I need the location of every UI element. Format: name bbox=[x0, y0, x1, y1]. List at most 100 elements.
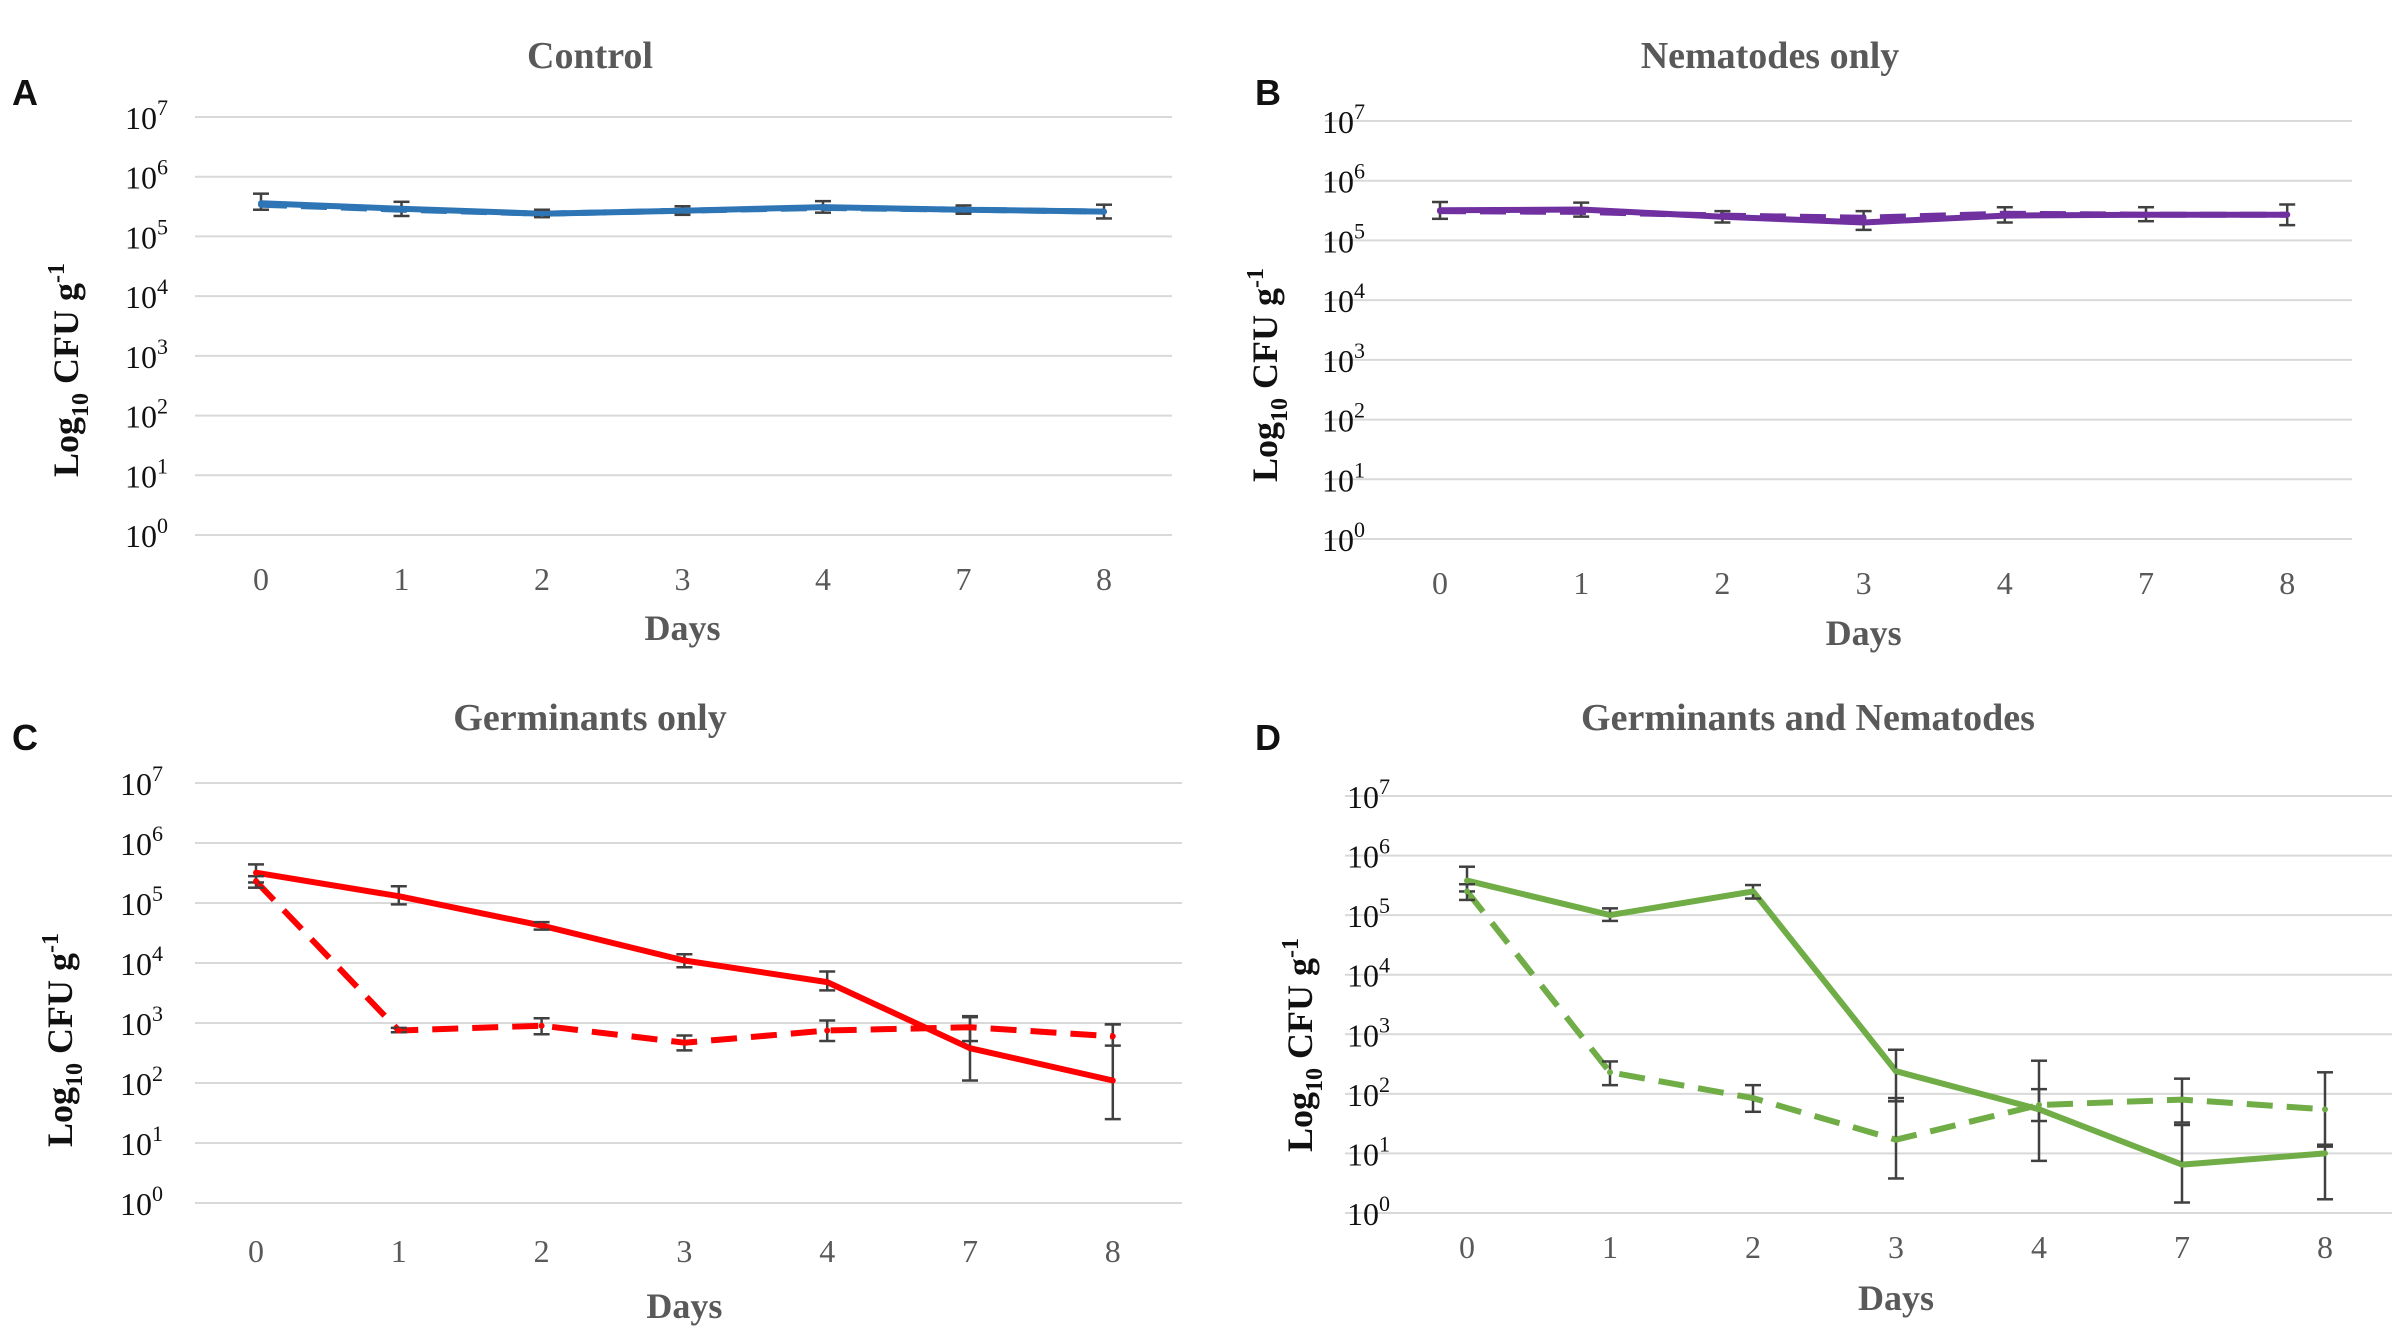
panel-c-y-tick-label: 105 bbox=[120, 881, 163, 922]
panel-d-point-solid bbox=[2036, 1106, 2042, 1113]
panel-d-point-solid bbox=[1893, 1068, 1899, 1075]
panel-a-x-tick-label: 4 bbox=[815, 561, 831, 597]
panel-c-x-tick-label: 7 bbox=[962, 1233, 978, 1269]
panel-a-letter: A bbox=[12, 72, 38, 113]
panel-a-title: Control bbox=[527, 35, 653, 77]
panel-d-point-dashed bbox=[1607, 1069, 1613, 1076]
panel-a-point-dashed bbox=[960, 206, 967, 213]
panel-a-x-tick-label: 2 bbox=[534, 561, 550, 597]
panel-c-letter: C bbox=[12, 717, 38, 758]
panel-c-point-dashed bbox=[253, 878, 259, 885]
panel-d-y-tick-label: 103 bbox=[1347, 1012, 1390, 1053]
panel-d-x-tick-label: 8 bbox=[2317, 1229, 2333, 1265]
panel-b-point-dashed bbox=[1578, 208, 1585, 215]
panel-a-y-axis-title: Log10 CFU g-1 bbox=[44, 263, 94, 477]
panel-b-y-tick-label: 105 bbox=[1322, 218, 1365, 259]
panel-d-title: Germinants and Nematodes bbox=[1581, 697, 2035, 739]
panel-a-x-tick-label: 7 bbox=[956, 561, 972, 597]
panel-c-point-solid bbox=[967, 1045, 973, 1052]
panel-a-y-tick-label: 102 bbox=[125, 394, 168, 435]
panel-d-y-tick-label: 102 bbox=[1347, 1072, 1390, 1113]
panel-c-point-dashed bbox=[395, 1027, 402, 1034]
panel-d-point-solid bbox=[2322, 1150, 2328, 1157]
panel-a-point-dashed bbox=[1101, 208, 1107, 215]
panel-c-point-solid bbox=[824, 979, 831, 986]
panel-a-x-tick-label: 8 bbox=[1096, 561, 1112, 597]
panel-b-y-tick-label: 100 bbox=[1322, 517, 1365, 558]
panel-a-y-tick-label: 103 bbox=[125, 334, 168, 375]
panel-d-y-tick-label: 106 bbox=[1347, 834, 1390, 875]
panel-d-x-tick-label: 7 bbox=[2174, 1229, 2190, 1265]
panel-b-point-dashed bbox=[2001, 210, 2008, 217]
panel-a-x-tick-label: 3 bbox=[675, 561, 691, 597]
panel-c-y-tick-label: 106 bbox=[120, 821, 163, 862]
panel-c-x-tick-label: 1 bbox=[391, 1233, 407, 1269]
panel-b-title: Nematodes only bbox=[1641, 35, 1900, 77]
panel-b-point-dashed bbox=[2284, 211, 2291, 218]
panel-d-point-dashed bbox=[2322, 1106, 2328, 1113]
panel-d-x-tick-label: 0 bbox=[1459, 1229, 1475, 1265]
panel-a-x-tick-label: 1 bbox=[394, 561, 410, 597]
panel-d-point-solid bbox=[2179, 1161, 2185, 1168]
panel-b-point-solid bbox=[1860, 219, 1867, 226]
panel-d-y-tick-label: 105 bbox=[1347, 893, 1390, 934]
panel-c-y-tick-label: 107 bbox=[120, 761, 163, 802]
panel-d: D Germinants and Nematodes100101102103104… bbox=[1255, 697, 2392, 1318]
panel-d-point-dashed bbox=[1750, 1095, 1756, 1102]
panel-c-y-tick-label: 100 bbox=[120, 1181, 163, 1222]
panel-b-x-tick-label: 0 bbox=[1432, 565, 1448, 601]
panel-d-point-solid bbox=[1607, 912, 1613, 919]
panel-c-y-axis-title: Log10 CFU g-1 bbox=[38, 933, 88, 1147]
panel-b: B Nematodes only 100 101 102 103 104 105 106 107 0… bbox=[1243, 35, 2352, 653]
panel-b-x-axis-title: Days bbox=[1826, 613, 1902, 653]
panel-d-x-tick-label: 4 bbox=[2031, 1229, 2047, 1265]
panel-b-x-tick-label: 7 bbox=[2138, 565, 2154, 601]
panel-b-y-tick-label: 106 bbox=[1322, 159, 1365, 200]
panel-b-x-tick-label: 8 bbox=[2279, 565, 2295, 601]
panel-b-point-dashed bbox=[1437, 208, 1443, 215]
panel-a-point-dashed bbox=[398, 206, 405, 213]
panel-c-point-solid bbox=[395, 893, 402, 900]
panel-d-point-dashed bbox=[2179, 1096, 2185, 1103]
panel-a-y-tick-label: 107 bbox=[125, 95, 168, 136]
panel-c-x-axis-title: Days bbox=[646, 1286, 722, 1326]
panel-c-point-dashed bbox=[824, 1027, 831, 1034]
panel-c-y-tick-label: 102 bbox=[120, 1061, 163, 1102]
panel-d-x-tick-label: 2 bbox=[1745, 1229, 1761, 1265]
panel-b-y-tick-label: 104 bbox=[1322, 278, 1365, 319]
panel-a-x-axis-title: Days bbox=[644, 608, 720, 648]
panel-c-title: Germinants only bbox=[453, 697, 726, 739]
panel-d-point-solid bbox=[1464, 877, 1470, 884]
panel-b-x-tick-label: 1 bbox=[1573, 565, 1589, 601]
panel-c-point-dashed bbox=[681, 1039, 688, 1046]
panel-a-point-dashed bbox=[820, 204, 826, 211]
panel-d-x-tick-label: 3 bbox=[1888, 1229, 1904, 1265]
panel-a-y-tick-label: 106 bbox=[125, 155, 168, 196]
panel-c-point-dashed bbox=[538, 1022, 545, 1029]
panel-c-point-dashed bbox=[967, 1024, 973, 1031]
panel-a-point-dashed bbox=[539, 210, 545, 217]
panel-b-y-tick-label: 107 bbox=[1322, 99, 1365, 140]
panel-c-point-solid bbox=[681, 957, 688, 964]
panel-c-x-tick-label: 3 bbox=[676, 1233, 692, 1269]
panel-a-y-tick-label: 101 bbox=[125, 453, 168, 494]
panel-c-point-dashed bbox=[1109, 1033, 1116, 1040]
panel-d-x-tick-label: 1 bbox=[1602, 1229, 1618, 1265]
panel-b-x-tick-label: 3 bbox=[1856, 565, 1872, 601]
panel-c-point-solid bbox=[1109, 1077, 1116, 1084]
panel-d-x-axis-title: Days bbox=[1858, 1278, 1934, 1318]
panel-d-point-dashed bbox=[2036, 1102, 2042, 1109]
panel-b-point-dashed bbox=[1719, 212, 1726, 219]
panel-a-y-tick-label: 100 bbox=[125, 513, 168, 554]
panel-c-y-tick-label: 101 bbox=[120, 1121, 163, 1162]
panel-b-letter: B bbox=[1255, 72, 1281, 113]
panel-c-y-tick-label: 104 bbox=[120, 941, 163, 982]
panel-c-point-solid bbox=[253, 869, 259, 876]
panel-b-y-axis-title: Log10 CFU g-1 bbox=[1243, 268, 1293, 482]
panel-a-point-dashed bbox=[679, 207, 686, 214]
panel-b-x-tick-label: 4 bbox=[1997, 565, 2013, 601]
panel-d-y-tick-label: 101 bbox=[1347, 1131, 1390, 1172]
panel-d-point-solid bbox=[1750, 888, 1756, 895]
panel-b-y-tick-label: 101 bbox=[1322, 457, 1365, 498]
